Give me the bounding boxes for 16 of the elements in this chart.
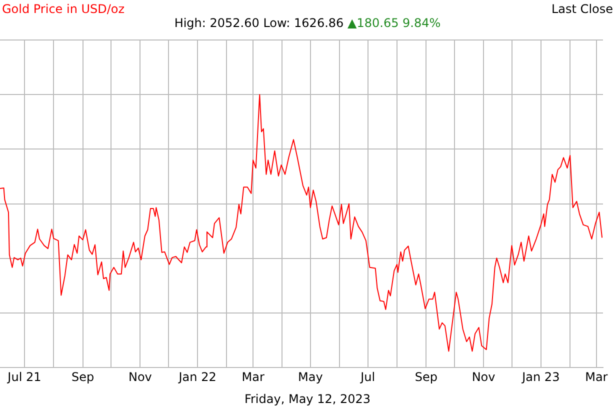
x-tick-label: Jan 22 — [178, 370, 216, 384]
x-tick-label: Jul 21 — [6, 370, 42, 384]
chart-title: Gold Price in USD/oz — [2, 2, 125, 16]
x-tick-label: Mar — [242, 370, 264, 384]
text: Friday, May 12, 2023 — [243, 392, 372, 406]
text: Last Close — [552, 2, 613, 16]
x-tick-label: Sep — [71, 370, 94, 384]
x-tick-label: Jul — [360, 370, 376, 384]
text: ▲180.65 9.84% — [348, 16, 441, 30]
chart-subtitle: High: 2052.60 Low: 1626.86 — [174, 16, 344, 30]
x-tick-label: Nov — [128, 370, 152, 384]
x-tick-label: Mar — [585, 370, 608, 384]
x-tick-label: Sep — [414, 370, 438, 384]
x-tick-label: May — [298, 370, 323, 384]
x-tick-label: Nov — [472, 370, 496, 384]
x-tick-label: Jan 23 — [521, 370, 560, 384]
